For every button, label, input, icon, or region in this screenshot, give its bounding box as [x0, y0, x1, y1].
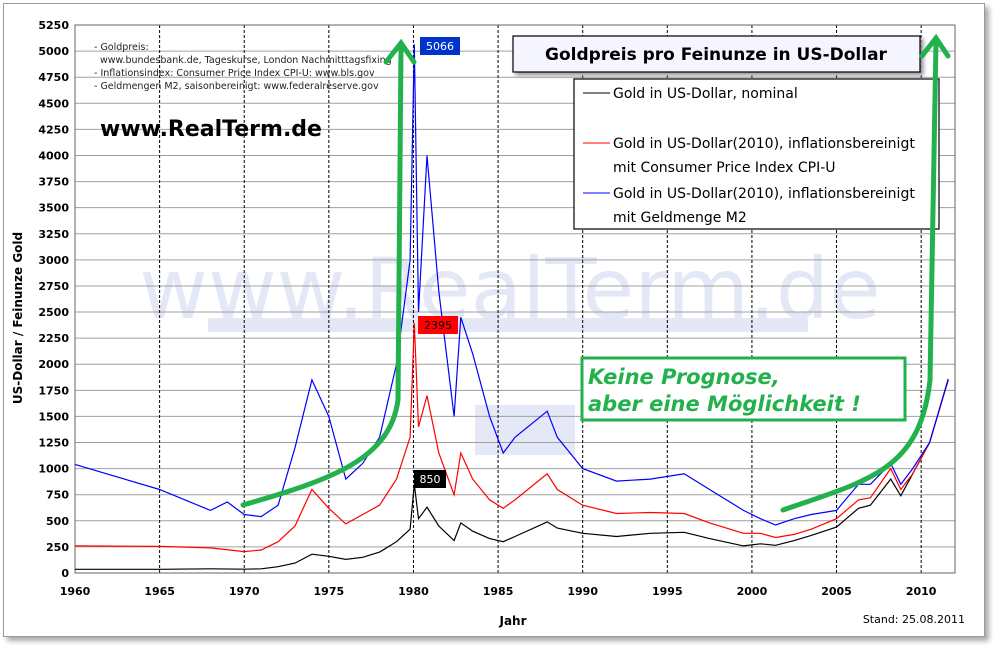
- y-tick-label: 250: [46, 541, 69, 554]
- sources-note: - Goldpreis: www.bundesbank.de, Tageskur…: [94, 42, 392, 92]
- y-tick-label: 3250: [38, 228, 69, 241]
- y-axis-label: US-Dollar / Feinunze Gold: [11, 232, 25, 404]
- x-tick-label: 1960: [60, 585, 91, 598]
- y-tick-label: 750: [46, 489, 69, 502]
- y-axis: 0 250 500 750 1000 1250 1500 1750 2000 2250 2500 27…: [38, 19, 69, 580]
- y-tick-label: 1750: [38, 384, 69, 397]
- y-tick-label: 4500: [38, 97, 69, 110]
- arrow-head-icon: [919, 33, 951, 59]
- legend-label: Gold in US-Dollar(2010), inflationsberei…: [613, 186, 915, 226]
- chart-title: Goldpreis pro Feinunze in US-Dollar: [545, 45, 888, 65]
- series-line-1: [74, 322, 949, 553]
- y-tick-label: 2500: [38, 306, 69, 319]
- data-labels: 5066 2395 850: [414, 37, 460, 488]
- green-arrows: [240, 33, 951, 513]
- y-tick-label: 1000: [38, 463, 69, 476]
- annotation-box: Keine Prognose, aber eine Möglichkeit !: [580, 356, 907, 422]
- y-tick-label: 2750: [38, 280, 69, 293]
- data-label: 850: [420, 473, 441, 486]
- legend-label: Gold in US-Dollar, nominal: [613, 86, 798, 102]
- x-tick-label: 1980: [398, 585, 429, 598]
- source-line: - Geldmengen M2, saisonbereinigt: www.fe…: [94, 81, 379, 92]
- x-tick-label: 2005: [821, 585, 852, 598]
- watermark-text: www.RealTerm.de: [139, 240, 880, 338]
- website-label: www.RealTerm.de: [100, 117, 322, 142]
- x-tick-label: 1985: [483, 585, 514, 598]
- legend-label: Gold in US-Dollar(2010), inflationsberei…: [613, 136, 915, 176]
- y-tick-label: 1500: [38, 410, 69, 423]
- y-tick-label: 4250: [38, 123, 69, 136]
- x-tick-label: 1965: [144, 585, 175, 598]
- y-tick-label: 5000: [38, 45, 69, 58]
- data-label: 2395: [424, 319, 452, 332]
- source-line: - Goldpreis:: [94, 42, 149, 53]
- legend: Gold in US-Dollar, nominal Gold in US-Do…: [573, 78, 940, 230]
- arrow-head-icon: [383, 38, 417, 65]
- x-axis: 1960 1965 1970 1975 1980 1985 1990 1995 2000 2005…: [60, 585, 937, 598]
- series-lines: [74, 44, 949, 570]
- x-tick-label: 1990: [567, 585, 598, 598]
- y-tick-label: 3750: [38, 176, 69, 189]
- x-tick-label: 1995: [652, 585, 683, 598]
- source-line: www.bundesbank.de, Tageskurse, London Na…: [100, 55, 392, 66]
- title-box: Goldpreis pro Feinunze in US-Dollar: [512, 35, 921, 73]
- data-label: 5066: [426, 40, 454, 53]
- series-line-0: [75, 379, 949, 570]
- x-tick-label: 2010: [906, 585, 937, 598]
- stand-date: Stand: 25.08.2011: [863, 613, 965, 626]
- data-label-box: [414, 470, 446, 488]
- source-line: - Inflationsindex: Consumer Price Index …: [94, 68, 375, 79]
- y-tick-label: 1250: [38, 437, 69, 450]
- x-tick-label: 1975: [314, 585, 345, 598]
- plot-border: [74, 24, 956, 574]
- x-tick-label: 2000: [737, 585, 768, 598]
- y-tick-label: 4750: [38, 71, 69, 84]
- arrow-up-icon: [780, 39, 939, 513]
- arrow-up-icon: [240, 45, 404, 508]
- y-tick-label: 0: [61, 567, 69, 580]
- y-tick-label: 4000: [38, 149, 69, 162]
- annotation-line: Keine Prognose,: [588, 365, 780, 389]
- series-line-2: [74, 44, 949, 526]
- x-axis-label: Jahr: [498, 614, 526, 628]
- y-tick-label: 2250: [38, 332, 69, 345]
- y-tick-label: 5250: [38, 19, 69, 32]
- data-label-box: [420, 37, 460, 55]
- y-tick-label: 3500: [38, 202, 69, 215]
- data-label-box: [418, 316, 458, 334]
- x-tick-label: 1970: [229, 585, 260, 598]
- y-tick-label: 2000: [38, 358, 69, 371]
- watermark: www.RealTerm.de: [139, 240, 881, 455]
- y-tick-label: 3000: [38, 254, 69, 267]
- annotation-line: aber eine Möglichkeit !: [588, 392, 861, 416]
- y-tick-label: 500: [46, 515, 69, 528]
